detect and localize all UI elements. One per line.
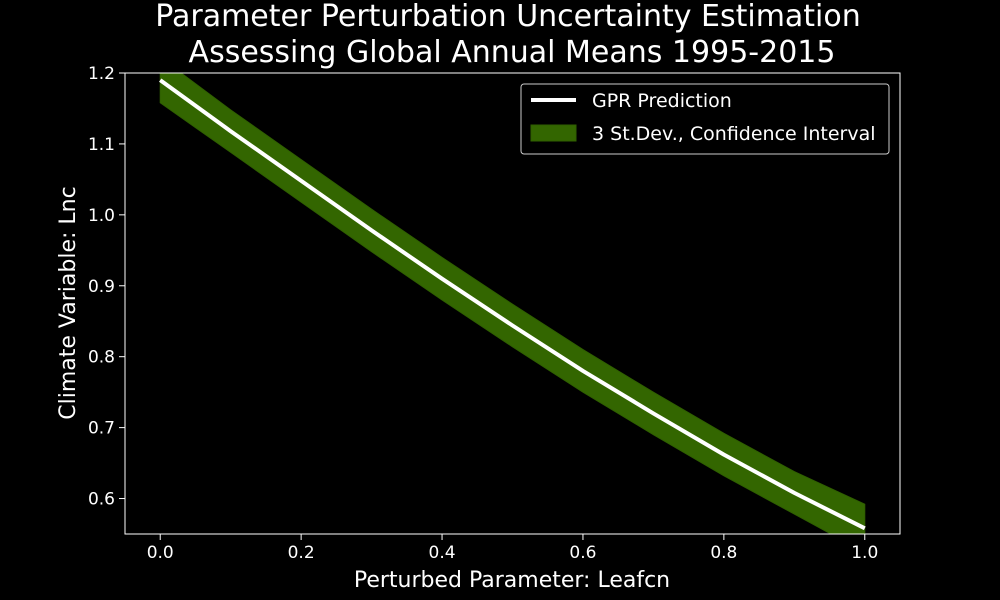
x-tick-label: 1.0 xyxy=(851,543,878,563)
y-axis: 0.6 0.7 0.8 0.9 1.0 1.1 1.2 xyxy=(88,64,125,510)
y-tick-label: 1.0 xyxy=(88,206,115,226)
plot-frame xyxy=(124,72,901,535)
legend-label-interval: 3 St.Dev., Confidence Interval xyxy=(592,123,876,145)
x-tick-label: 0.8 xyxy=(710,543,737,563)
legend: GPR Prediction 3 St.Dev., Confidence Int… xyxy=(520,83,890,155)
y-tick-label: 0.8 xyxy=(88,348,115,368)
y-tick-label: 0.9 xyxy=(88,277,115,297)
chart-title-line-1: Parameter Perturbation Uncertainty Estim… xyxy=(155,0,861,34)
y-axis-label: Climate Variable: Lnc xyxy=(56,186,81,419)
x-axis: 0.0 0.2 0.4 0.6 0.8 1.0 xyxy=(147,534,878,563)
x-axis-label: Perturbed Parameter: Leafcn xyxy=(354,568,670,593)
y-tick-label: 1.2 xyxy=(88,64,115,84)
y-tick-label: 0.6 xyxy=(88,490,115,510)
x-tick-label: 0.0 xyxy=(147,543,174,563)
plot-area xyxy=(159,73,866,534)
x-tick-label: 0.4 xyxy=(429,543,456,563)
confidence-band xyxy=(159,73,866,534)
y-tick-label: 0.7 xyxy=(88,419,115,439)
x-tick-label: 0.6 xyxy=(569,543,596,563)
legend-box xyxy=(520,83,890,155)
gpr-prediction-line xyxy=(159,78,866,531)
legend-label-prediction: GPR Prediction xyxy=(592,90,732,112)
x-tick-label: 0.2 xyxy=(288,543,315,563)
y-tick-label: 1.1 xyxy=(88,135,115,155)
chart-title-line-2: Assessing Global Annual Means 1995-2015 xyxy=(189,35,836,70)
legend-band-swatch xyxy=(530,124,577,142)
